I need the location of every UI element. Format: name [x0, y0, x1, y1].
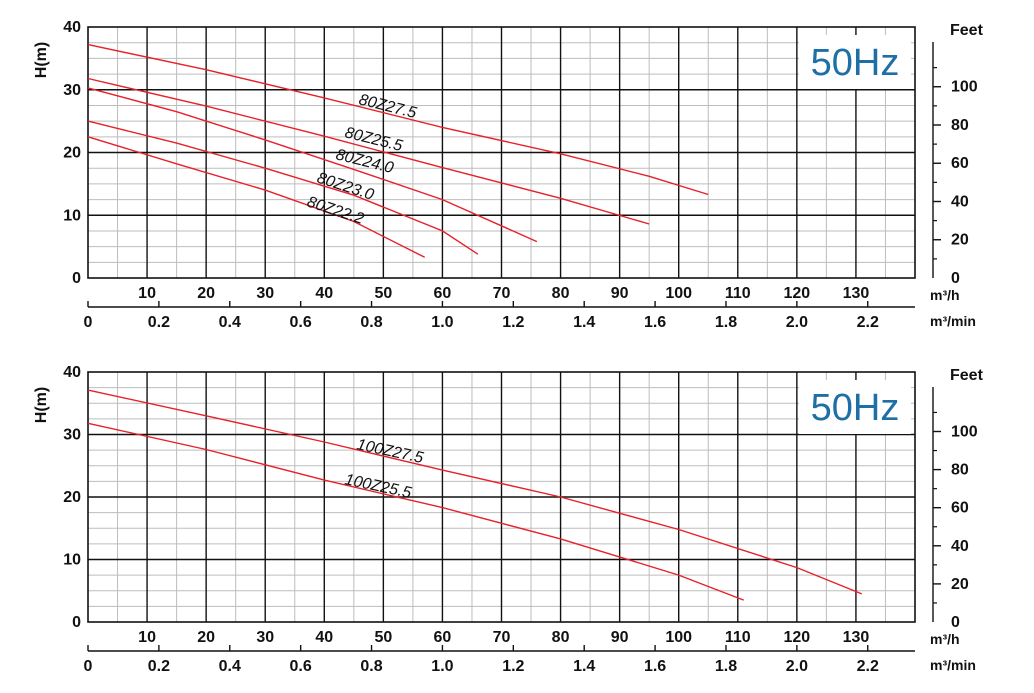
panel2-x-tick-label-m3h: 100: [665, 629, 692, 646]
panel1-x-tick-label-m3min: 0.8: [360, 314, 382, 331]
panel2-x-tick-label-m3h: 120: [784, 629, 811, 646]
panel2-x-tick-label-m3min: 1.2: [502, 658, 524, 675]
panel1-x-tick-label-m3h: 50: [374, 285, 392, 302]
panel2-y-tick-label: 20: [63, 489, 81, 506]
panel1-x-tick-label-m3h: 110: [725, 285, 751, 302]
panel1-x-tick-label-m3min: 0.2: [148, 314, 170, 331]
panel1-x-tick-label-m3min: 1.4: [573, 314, 595, 331]
panel2-curve-100Z25-5: [87, 422, 744, 601]
panel2-y-tick-label: 10: [63, 552, 81, 569]
panel2-x-tick-label-m3h: 40: [315, 629, 333, 646]
panel1-curve-80Z27-5: [87, 43, 709, 196]
panel1-feet-tick-label: 100: [951, 79, 978, 96]
panel1-y-tick-label: 30: [63, 82, 81, 99]
panel1-frequency-badge: 50Hz: [811, 42, 900, 84]
panel1-feet-tick-label: 40: [951, 193, 969, 210]
panel1-y-tick-label: 10: [63, 207, 81, 224]
panel2-frequency-badge: 50Hz: [811, 387, 900, 429]
panel2-x-tick-label-m3min: 0.4: [219, 658, 241, 675]
panel1-x-tick-label-m3h: 30: [256, 285, 274, 302]
panel2-x-tick-label-m3min: 0: [84, 658, 93, 675]
panel2-feet-tick-label: 80: [951, 462, 969, 479]
panel2-y-tick-label: 0: [72, 614, 81, 631]
panel1-x-tick-label-m3min: 2.0: [786, 314, 808, 331]
panel1-x-unit-m3min: m³/min: [930, 313, 976, 329]
panel1-y-tick-label: 40: [63, 19, 81, 36]
panel1-x-tick-label-m3h: 20: [197, 285, 215, 302]
panel1-x-tick-label-m3min: 0.6: [290, 314, 312, 331]
panel1-x-tick-label-m3h: 40: [315, 285, 333, 302]
panel1-x-tick-label-m3min: 0.4: [219, 314, 241, 331]
panel2-x-tick-label-m3h: 90: [611, 629, 629, 646]
panel1-feet-axis-title: Feet: [950, 22, 984, 39]
panel1-x-tick-label-m3h: 90: [611, 285, 629, 302]
panel1-feet-tick-label: 80: [951, 117, 969, 134]
panel1-feet-tick-label: 20: [951, 232, 969, 249]
panel1-curve-80Z24-0: [87, 87, 538, 243]
panel2-x-tick-label-m3h: 60: [434, 629, 452, 646]
panel1-x-tick-label-m3min: 1.0: [431, 314, 453, 331]
panel1-x-tick-label-m3h: 120: [784, 285, 811, 302]
panel1-x-tick-label-m3min: 1.8: [715, 314, 737, 331]
panel1-curve-80Z23-0: [87, 120, 479, 255]
panel2-x-tick-label-m3h: 30: [256, 629, 274, 646]
panel2-x-tick-label-m3min: 1.6: [644, 658, 666, 675]
panel1-y-tick-label: 0: [72, 270, 81, 287]
panel2-x-unit-m3h: m³/h: [930, 631, 960, 647]
panel2-y-axis-label: H(m): [33, 387, 50, 423]
panel1-x-tick-label-m3h: 60: [434, 285, 452, 302]
panel2-x-tick-label-m3min: 2.0: [786, 658, 808, 675]
panel2-x-tick-label-m3h: 50: [374, 629, 392, 646]
panel1-x-tick-label-m3h: 80: [552, 285, 570, 302]
panel2-x-tick-label-m3min: 2.2: [857, 658, 879, 675]
panel2-x-tick-label-m3h: 20: [197, 629, 215, 646]
panel2-plot-frame: [87, 371, 916, 623]
panel2-x-tick-label-m3h: 70: [493, 629, 511, 646]
panel2-feet-tick-label: 40: [951, 538, 969, 555]
panel2-y-tick-label: 30: [63, 427, 81, 444]
panel1-curve-label: 80Z27.5: [357, 91, 418, 122]
panel1-badge-background: [799, 35, 911, 89]
panel2-y-tick-label: 40: [63, 364, 81, 381]
panel2-x-tick-label-m3h: 130: [843, 629, 870, 646]
panel1-x-unit-m3h: m³/h: [930, 287, 960, 303]
panel1-curve-80Z22-2: [87, 136, 426, 258]
panel2-feet-tick-label: 100: [951, 424, 978, 441]
panel1-x-tick-label-m3min: 1.6: [644, 314, 666, 331]
panel1-x-tick-label-m3h: 100: [665, 285, 692, 302]
panel2-x-tick-label-m3h: 10: [138, 629, 156, 646]
panel2-x-tick-label-m3h: 110: [725, 629, 751, 646]
panel1-feet-tick-label: 60: [951, 155, 969, 172]
panel2-curve-label: 100Z27.5: [355, 436, 425, 467]
panel1-x-tick-label-m3min: 1.2: [502, 314, 524, 331]
panel2-x-unit-m3min: m³/min: [930, 657, 976, 673]
panel2-feet-tick-label: 60: [951, 500, 969, 517]
panel2-x-tick-label-m3min: 1.0: [431, 658, 453, 675]
panel2-x-tick-label-m3min: 0.6: [290, 658, 312, 675]
panel2-x-tick-label-m3min: 0.2: [148, 658, 170, 675]
panel1-y-tick-label: 20: [63, 145, 81, 162]
panel1-feet-tick-label: 0: [951, 270, 960, 287]
panel2-x-tick-label-m3min: 1.8: [715, 658, 737, 675]
panel1-y-axis-label: H(m): [33, 42, 50, 78]
panel2-x-tick-label-m3min: 0.8: [360, 658, 382, 675]
panel2-feet-axis-title: Feet: [950, 367, 984, 384]
panel2-x-tick-label-m3h: 80: [552, 629, 570, 646]
panel1-x-tick-label-m3min: 0: [84, 314, 93, 331]
panel1-x-tick-label-m3min: 2.2: [857, 314, 879, 331]
panel1-curve-80Z25-5: [87, 77, 650, 225]
panel1-x-tick-label-m3h: 70: [493, 285, 511, 302]
panel1-x-tick-label-m3h: 10: [138, 285, 156, 302]
panel1-x-tick-label-m3h: 130: [843, 285, 870, 302]
panel2-curve-100Z27-5: [87, 389, 863, 595]
panel1-plot-frame: [87, 26, 916, 279]
panel2-badge-background: [799, 380, 911, 434]
panel2-feet-tick-label: 0: [951, 614, 960, 631]
panel2-feet-tick-label: 20: [951, 576, 969, 593]
panel2-x-tick-label-m3min: 1.4: [573, 658, 595, 675]
